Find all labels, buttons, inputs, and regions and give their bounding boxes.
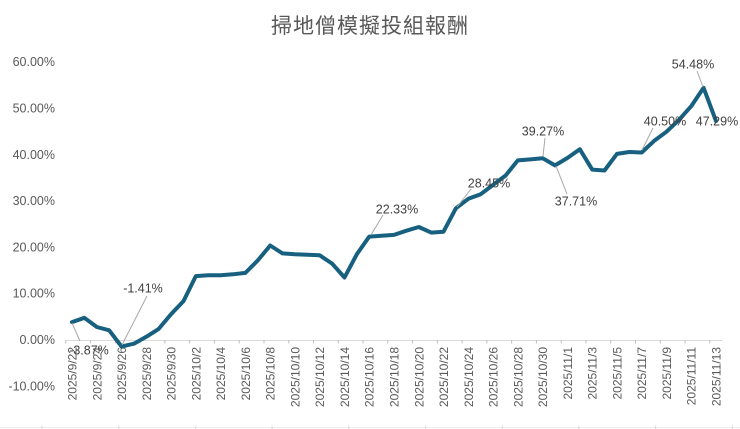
- portfolio-return-line: [70, 85, 718, 349]
- y-axis-tick-label: 10.00%: [13, 287, 55, 301]
- x-axis-tick-label: 2025/10/8: [264, 347, 278, 401]
- x-axis-tick-label: 2025/10/28: [511, 347, 525, 407]
- x-axis-tick-label: 2025/10/30: [536, 347, 550, 407]
- y-axis-tick-label: 60.00%: [13, 55, 55, 69]
- data-label-leader-line: [71, 322, 81, 342]
- x-axis-tick-label: 2025/11/7: [635, 347, 649, 400]
- data-label: 40.50%: [644, 115, 686, 129]
- x-axis-tick-label: 2025/11/1: [561, 347, 575, 400]
- x-axis-tick-label: 2025/11/13: [710, 347, 724, 406]
- x-axis-tick-label: 2025/10/4: [214, 347, 228, 401]
- x-axis-tick-label: 2025/11/5: [610, 347, 624, 400]
- data-label: 39.27%: [522, 125, 564, 139]
- data-label-leader-line: [121, 295, 148, 346]
- x-axis-tick-label: 2025/9/28: [140, 347, 154, 401]
- x-axis-tick-label: 2025/10/2: [189, 347, 203, 401]
- data-label: -3.87%: [69, 344, 109, 358]
- x-axis-tick-label: 2025/11/3: [586, 347, 600, 400]
- data-label-leader-line: [696, 70, 704, 88]
- data-label: 47.29%: [696, 115, 738, 129]
- x-axis-tick-label: 2025/10/16: [363, 347, 377, 407]
- x-axis-tick-label: 2025/10/20: [412, 347, 426, 407]
- chart-title: 掃地僧模擬投組報酬: [271, 15, 469, 38]
- x-axis-tick-label: 2025/10/18: [388, 347, 402, 407]
- x-axis-tick-label: 2025/10/10: [288, 347, 302, 407]
- data-label: -1.41%: [123, 282, 163, 296]
- y-axis-tick-label: 0.00%: [20, 333, 55, 347]
- x-axis-tick-label: 2025/9/26: [115, 347, 129, 401]
- y-axis-tick-label: 20.00%: [13, 240, 55, 254]
- x-axis-tick-label: 2025/9/22: [66, 347, 80, 401]
- x-axis-tick-label: 2025/10/6: [239, 347, 253, 401]
- data-label-leader-line: [641, 127, 654, 151]
- data-label: 22.33%: [376, 203, 418, 217]
- data-label: 28.45%: [468, 177, 510, 191]
- x-axis-tick-label: 2025/10/14: [338, 347, 352, 407]
- x-axis-tick-label: 2025/10/12: [313, 347, 327, 407]
- x-axis-tick-label: 2025/11/9: [660, 347, 674, 400]
- y-axis-tick-label: 40.00%: [13, 148, 55, 162]
- data-label-leader-line: [370, 214, 384, 236]
- data-label: 54.48%: [672, 58, 714, 72]
- y-axis-tick-label: 30.00%: [13, 194, 55, 208]
- data-label-leader-line: [542, 137, 546, 157]
- x-axis-tick-label: 2025/9/24: [90, 347, 104, 401]
- data-label-leader-line: [456, 188, 472, 208]
- x-axis-tick-label: 2025/11/11: [685, 347, 699, 406]
- data-label-leader-line: [555, 165, 568, 195]
- data-label: 37.71%: [555, 195, 597, 209]
- y-axis-tick-label: 50.00%: [13, 102, 55, 116]
- x-axis-tick-label: 2025/10/22: [437, 347, 451, 407]
- y-axis-tick-label: -10.00%: [8, 379, 55, 393]
- x-axis-tick-label: 2025/9/30: [165, 347, 179, 401]
- x-axis-tick-label: 2025/10/26: [487, 347, 501, 407]
- x-axis-tick-label: 2025/10/24: [462, 347, 476, 407]
